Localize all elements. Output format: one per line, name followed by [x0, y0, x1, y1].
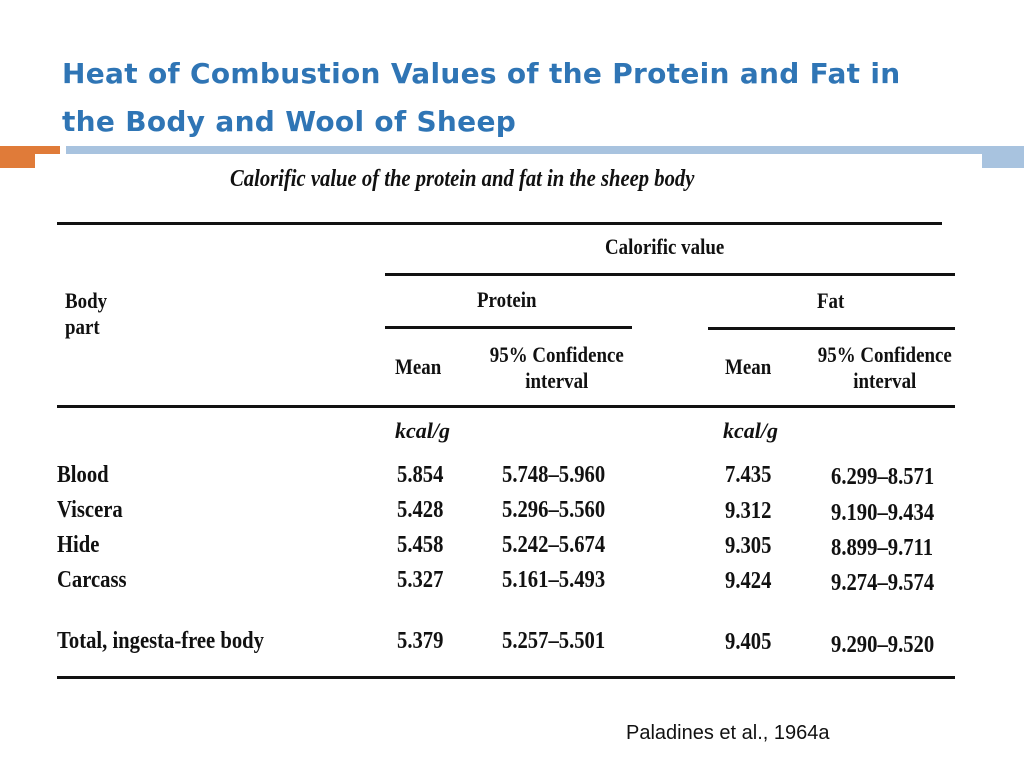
row-protein-ci: 5.296–5.560 — [502, 497, 606, 523]
row-fat-mean: 9.305 — [725, 533, 772, 559]
row-part: Viscera — [57, 497, 123, 523]
row-protein-ci: 5.748–5.960 — [502, 462, 606, 488]
header-fat-ci: 95% Confidence interval — [817, 342, 952, 393]
row-protein-mean: 5.854 — [397, 462, 444, 488]
row-protein-mean: 5.379 — [397, 628, 444, 654]
row-fat-mean: 9.405 — [725, 629, 772, 655]
header-protein: Protein — [477, 287, 537, 312]
protein-rule — [385, 326, 632, 329]
row-protein-ci: 5.257–5.501 — [502, 628, 606, 654]
row-protein-mean: 5.428 — [397, 497, 444, 523]
bottom-rule — [57, 676, 955, 679]
row-fat-mean: 7.435 — [725, 462, 772, 488]
protein-unit: kcal/g — [395, 418, 450, 443]
header-calorific-value: Calorific value — [605, 234, 725, 259]
header-protein-ci: 95% Confidence interval — [489, 342, 624, 393]
table-caption: Calorific value of the protein and fat i… — [230, 166, 695, 192]
row-part: Carcass — [57, 567, 127, 593]
row-fat-ci: 6.299–8.571 — [831, 464, 935, 490]
row-fat-ci: 9.190–9.434 — [831, 500, 935, 526]
accent-right-block — [982, 146, 1024, 168]
row-fat-ci: 9.290–9.520 — [831, 632, 935, 658]
citation: Paladines et al., 1964a — [626, 722, 830, 744]
row-part: Blood — [57, 462, 109, 488]
header-fat-mean: Mean — [725, 354, 772, 379]
scanned-table-image: Calorific value of the protein and fat i… — [35, 154, 982, 684]
calorific-rule — [385, 273, 955, 276]
row-fat-ci: 9.274–9.574 — [831, 570, 935, 596]
top-rule — [57, 222, 942, 225]
row-part-total: Total, ingesta-free body — [57, 628, 264, 654]
row-protein-ci: 5.242–5.674 — [502, 532, 606, 558]
row-protein-mean: 5.327 — [397, 567, 444, 593]
row-fat-mean: 9.424 — [725, 568, 772, 594]
accent-divider-bar — [66, 146, 1024, 154]
slide-title: Heat of Combustion Values of the Protein… — [62, 57, 901, 138]
header-bottom-rule — [57, 405, 955, 408]
row-protein-mean: 5.458 — [397, 532, 444, 558]
header-body-part: Body part — [65, 288, 108, 339]
fat-rule — [708, 327, 955, 330]
fat-unit: kcal/g — [723, 418, 778, 443]
header-fat: Fat — [817, 288, 845, 313]
row-part: Hide — [57, 532, 100, 558]
header-protein-mean: Mean — [395, 354, 442, 379]
row-fat-ci: 8.899–9.711 — [831, 535, 934, 561]
row-protein-ci: 5.161–5.493 — [502, 567, 606, 593]
row-fat-mean: 9.312 — [725, 498, 772, 524]
